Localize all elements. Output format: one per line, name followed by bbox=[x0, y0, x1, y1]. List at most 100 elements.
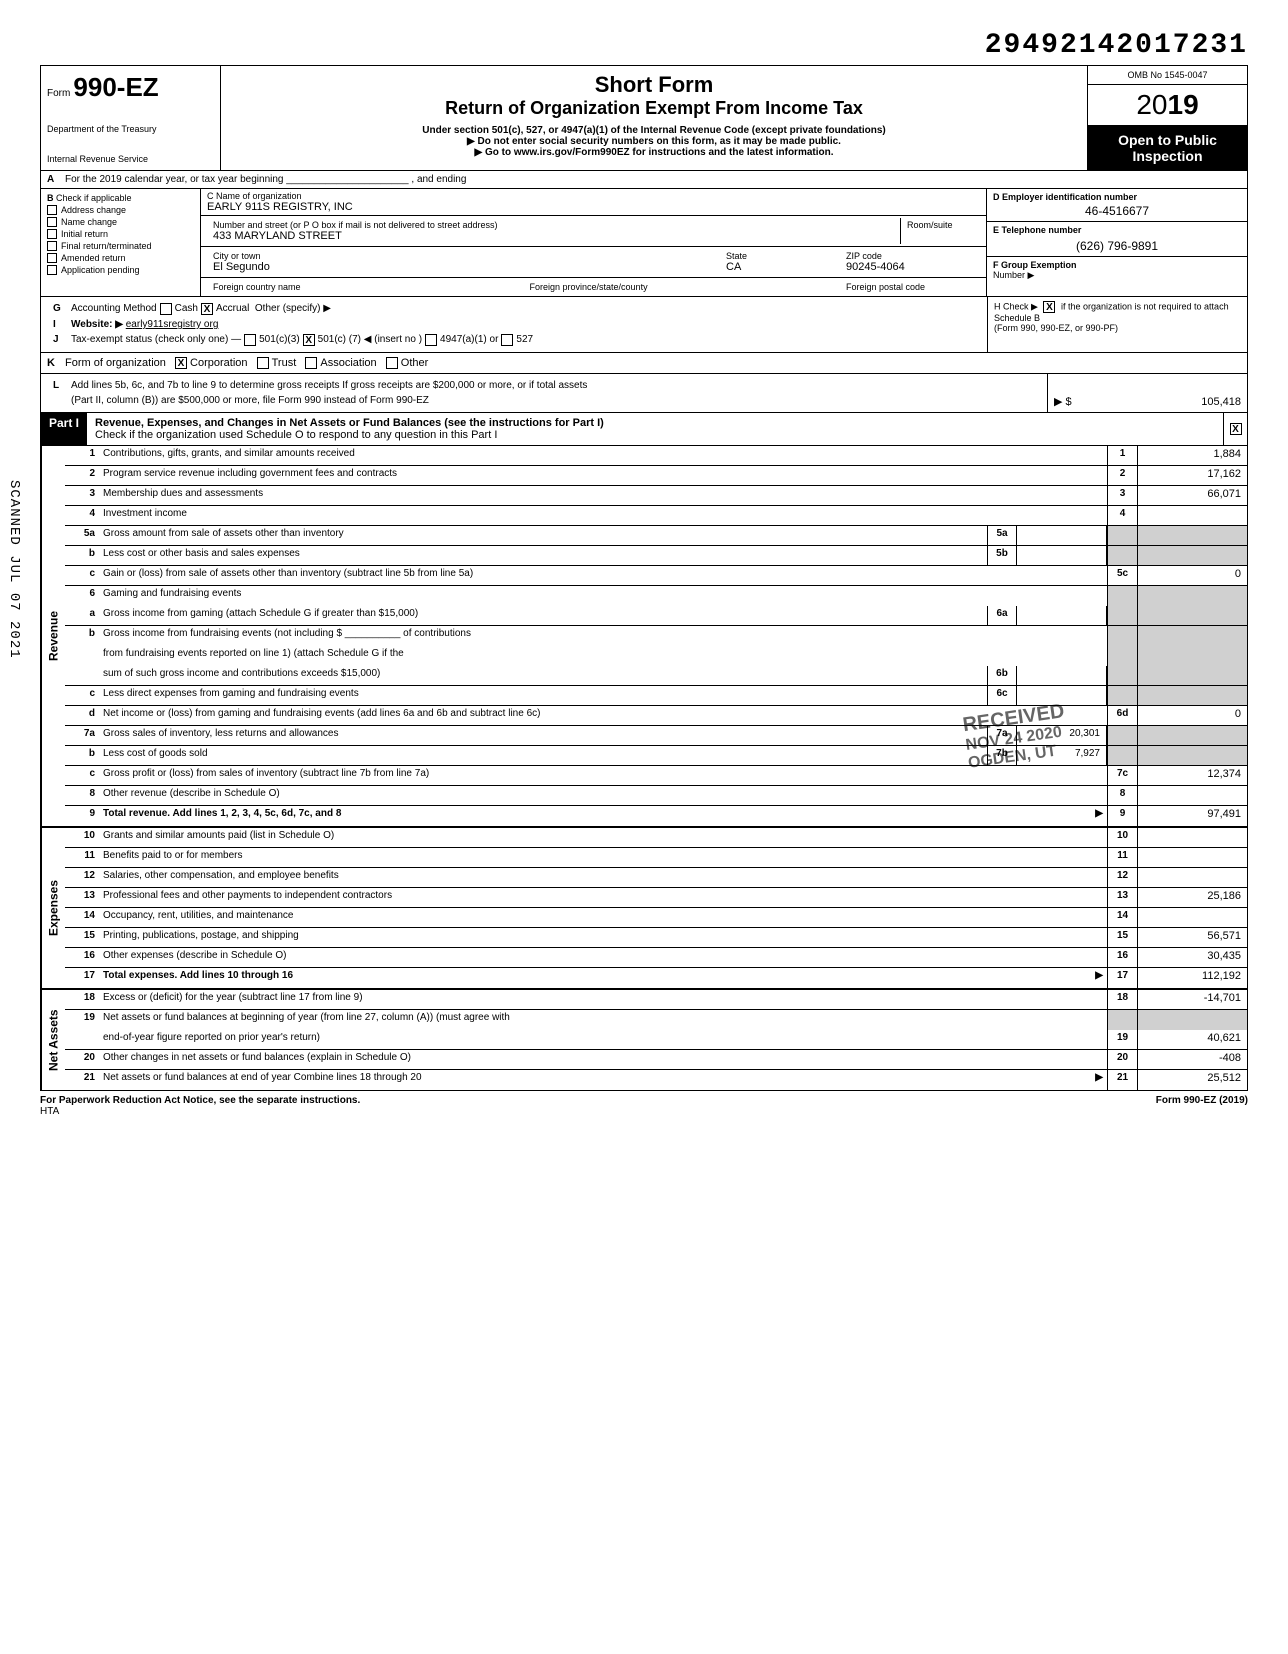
checkbox-501c3[interactable] bbox=[244, 334, 256, 346]
line-6a-mv bbox=[1017, 606, 1107, 625]
checkbox-cash[interactable] bbox=[160, 303, 172, 315]
line-11-val bbox=[1137, 848, 1247, 867]
checkbox-other-org[interactable] bbox=[386, 357, 398, 369]
row-a-text: For the 2019 calendar year, or tax year … bbox=[65, 174, 466, 185]
form-prefix: Form bbox=[47, 88, 70, 99]
website-value: early911sregistry org bbox=[126, 319, 219, 330]
document-number: 29492142017231 bbox=[40, 30, 1248, 61]
line-11-desc: Benefits paid to or for members bbox=[99, 848, 1107, 867]
line-8-desc: Other revenue (describe in Schedule O) bbox=[99, 786, 1107, 805]
chk-name-change: Name change bbox=[61, 217, 117, 227]
col-def: D Employer identification number 46-4516… bbox=[987, 189, 1247, 296]
line-19-desc2: end-of-year figure reported on prior yea… bbox=[99, 1030, 1107, 1049]
line-5a-mn: 5a bbox=[987, 526, 1017, 545]
line-9-desc: Total revenue. Add lines 1, 2, 3, 4, 5c,… bbox=[103, 808, 341, 819]
line-4-num: 4 bbox=[1107, 506, 1137, 525]
line-14-desc: Occupancy, rent, utilities, and maintena… bbox=[99, 908, 1107, 927]
line-11-num: 11 bbox=[1107, 848, 1137, 867]
tax-year: 2019 bbox=[1088, 85, 1247, 126]
phone-value: (626) 796-9891 bbox=[993, 235, 1241, 253]
city-label: City or town bbox=[213, 251, 714, 261]
line-17-desc: Total expenses. Add lines 10 through 16 bbox=[103, 970, 293, 981]
chk-address-change: Address change bbox=[61, 205, 126, 215]
line-6b-desc3: sum of such gross income and contributio… bbox=[99, 666, 987, 685]
line-12-num: 12 bbox=[1107, 868, 1137, 887]
corp-label: Corporation bbox=[190, 357, 247, 369]
line-10-num: 10 bbox=[1107, 828, 1137, 847]
checkbox-527[interactable] bbox=[501, 334, 513, 346]
checkbox-4947[interactable] bbox=[425, 334, 437, 346]
accrual-label: Accrual bbox=[216, 303, 249, 314]
line-2-num: 2 bbox=[1107, 466, 1137, 485]
line-2-val: 17,162 bbox=[1137, 466, 1247, 485]
line-7b-mv: 7,927 bbox=[1017, 746, 1107, 765]
trust-label: Trust bbox=[272, 357, 297, 369]
line-7c-desc: Gross profit or (loss) from sales of inv… bbox=[99, 766, 1107, 785]
netassets-section: Net Assets 18Excess or (deficit) for the… bbox=[40, 990, 1248, 1091]
527-label: 527 bbox=[516, 334, 533, 345]
line-9-val: 97,491 bbox=[1137, 806, 1247, 826]
group-exempt-label: F Group Exemption bbox=[993, 260, 1077, 270]
checkbox-name-change[interactable] bbox=[47, 217, 57, 227]
checkbox-assoc[interactable] bbox=[305, 357, 317, 369]
checkbox-accrual[interactable]: X bbox=[201, 303, 213, 315]
website-label: Website: ▶ bbox=[71, 319, 123, 330]
subtitle-goto: ▶ Go to www.irs.gov/Form990EZ for instru… bbox=[231, 147, 1077, 158]
phone-label: E Telephone number bbox=[993, 225, 1241, 235]
line-5a-mv bbox=[1017, 526, 1107, 545]
line-6a-desc: Gross income from gaming (attach Schedul… bbox=[99, 606, 987, 625]
checkbox-501c[interactable]: X bbox=[303, 334, 315, 346]
form-header: Form 990-EZ Department of the Treasury I… bbox=[40, 65, 1248, 171]
checkbox-address-change[interactable] bbox=[47, 205, 57, 215]
subtitle-ssn: ▶ Do not enter social security numbers o… bbox=[231, 136, 1077, 147]
addr-value: 433 MARYLAND STREET bbox=[213, 230, 894, 242]
line-6c-mv bbox=[1017, 686, 1107, 705]
other-org-label: Other bbox=[401, 357, 429, 369]
line-4-desc: Investment income bbox=[99, 506, 1107, 525]
row-l-text2: (Part II, column (B)) are $500,000 or mo… bbox=[71, 395, 429, 406]
line-6d-desc: Net income or (loss) from gaming and fun… bbox=[99, 706, 1107, 725]
line-9-arrow: ▶ bbox=[1095, 808, 1103, 819]
line-5a-desc: Gross amount from sale of assets other t… bbox=[99, 526, 987, 545]
cash-label: Cash bbox=[175, 303, 198, 314]
line-9-num: 9 bbox=[1107, 806, 1137, 826]
line-14-num: 14 bbox=[1107, 908, 1137, 927]
gross-receipts-value: 105,418 bbox=[1201, 396, 1241, 408]
ein-label: D Employer identification number bbox=[993, 192, 1241, 202]
checkbox-h[interactable]: X bbox=[1043, 301, 1055, 313]
year-prefix: 20 bbox=[1136, 89, 1167, 120]
chk-initial: Initial return bbox=[61, 229, 108, 239]
checkbox-corp[interactable]: X bbox=[175, 357, 187, 369]
title-short-form: Short Form bbox=[231, 72, 1077, 98]
part1-checkbox[interactable]: X bbox=[1230, 423, 1242, 435]
line-6b-desc2: from fundraising events reported on line… bbox=[99, 646, 1107, 666]
checkbox-trust[interactable] bbox=[257, 357, 269, 369]
footer-paperwork: For Paperwork Reduction Act Notice, see … bbox=[40, 1095, 360, 1106]
line-10-desc: Grants and similar amounts paid (list in… bbox=[99, 828, 1107, 847]
checkbox-app-pending[interactable] bbox=[47, 265, 57, 275]
h-label1: H Check ▶ bbox=[994, 302, 1038, 312]
checkbox-final-return[interactable] bbox=[47, 241, 57, 251]
open-public-1: Open to Public bbox=[1092, 132, 1243, 148]
row-l-text1: Add lines 5b, 6c, and 7b to line 9 to de… bbox=[71, 380, 587, 391]
line-5b-mn: 5b bbox=[987, 546, 1017, 565]
line-16-val: 30,435 bbox=[1137, 948, 1247, 967]
line-6b-desc1: Gross income from fundraising events (no… bbox=[99, 626, 1107, 646]
line-6b-mn: 6b bbox=[987, 666, 1017, 685]
line-5c-desc: Gain or (loss) from sale of assets other… bbox=[99, 566, 1107, 585]
part1-label: Part I bbox=[41, 413, 87, 445]
checkbox-initial-return[interactable] bbox=[47, 229, 57, 239]
group-exempt-number: Number ▶ bbox=[993, 270, 1241, 281]
assoc-label: Association bbox=[320, 357, 376, 369]
expenses-side-label: Expenses bbox=[41, 828, 65, 988]
line-5b-desc: Less cost or other basis and sales expen… bbox=[99, 546, 987, 565]
line-7c-val: 12,374 bbox=[1137, 766, 1247, 785]
ein-value: 46-4516677 bbox=[993, 202, 1241, 218]
open-public-badge: Open to Public Inspection bbox=[1088, 126, 1247, 170]
checkbox-amended[interactable] bbox=[47, 253, 57, 263]
scanned-stamp: SCANNED JUL 07 2021 bbox=[6, 480, 22, 659]
line-7c-num: 7c bbox=[1107, 766, 1137, 785]
line-19-val: 40,621 bbox=[1137, 1030, 1247, 1049]
line-6c-desc: Less direct expenses from gaming and fun… bbox=[99, 686, 987, 705]
line-15-val: 56,571 bbox=[1137, 928, 1247, 947]
